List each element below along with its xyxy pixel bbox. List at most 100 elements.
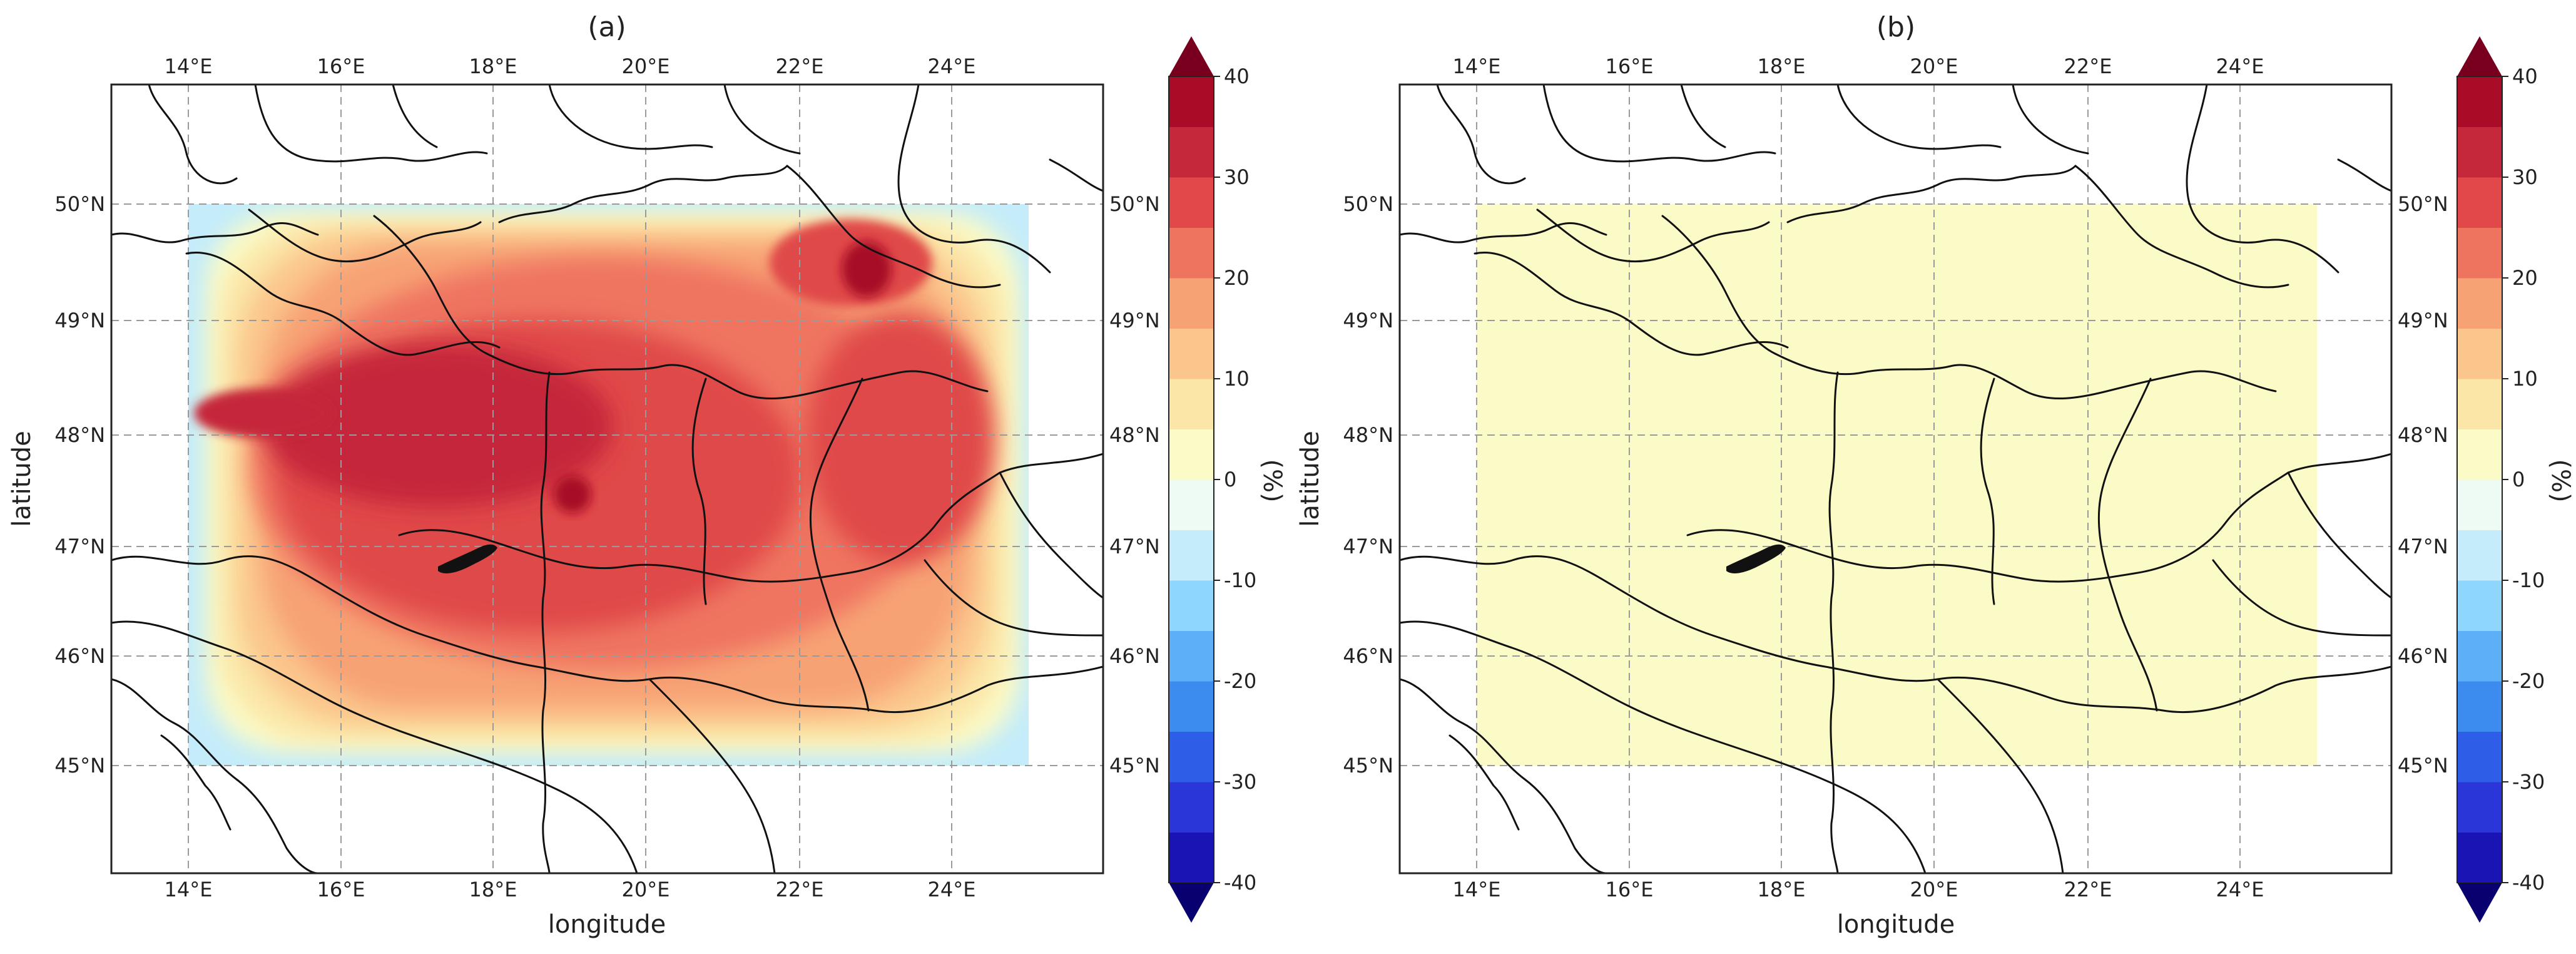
panel-a: (a) — [8, 11, 1286, 939]
colorbar-b: -40 -30 -20 -10 0 10 20 30 40 — [2456, 36, 2545, 923]
lat-tick: 49°N — [1343, 309, 1393, 332]
panel-a-title: (a) — [588, 11, 626, 43]
colorbar-tick-label: -10 — [1224, 568, 1256, 592]
lat-tick: 50°N — [1343, 192, 1393, 216]
colorbar-band — [1169, 480, 1214, 530]
lon-tick: 16°E — [1606, 878, 1654, 901]
lat-tick: 50°N — [1109, 192, 1160, 216]
lat-tick: 46°N — [54, 644, 105, 668]
lat-tick: 46°N — [2398, 644, 2448, 668]
lat-ticks-left-b: 45°N 46°N 47°N 48°N 49°N 50°N — [1343, 192, 1393, 777]
lon-tick: 20°E — [1910, 878, 1958, 901]
y-axis-label-a: latitude — [8, 431, 36, 526]
lat-tick: 47°N — [1109, 535, 1160, 558]
lat-tick: 45°N — [2398, 754, 2448, 777]
panel-b-title: (b) — [1876, 11, 1915, 43]
colorbar-tick-label: 0 — [2512, 468, 2525, 491]
colorbar-tick-label: 10 — [1224, 367, 1250, 391]
lon-ticks-bottom-b: 14°E 16°E 18°E 20°E 22°E 24°E — [1453, 878, 2264, 901]
map-frame-a — [110, 83, 1104, 874]
lat-tick: 50°N — [54, 192, 105, 216]
colorbar-band — [1169, 328, 1214, 379]
colorbar-tick-label: -40 — [1224, 871, 1256, 895]
colorbar-tick-label: 0 — [1224, 468, 1236, 491]
lat-ticks-right-b: 45°N 46°N 47°N 48°N 49°N 50°N — [2398, 192, 2448, 777]
y-axis-label-b: latitude — [1296, 431, 1325, 526]
colorbar-band — [1169, 731, 1214, 782]
colorbar-unit-a: (%) — [1258, 459, 1286, 502]
lat-tick: 45°N — [1343, 754, 1393, 777]
colorbar-band — [2457, 379, 2502, 429]
lat-tick: 47°N — [2398, 535, 2448, 558]
lon-tick: 24°E — [2216, 878, 2264, 901]
lon-tick: 24°E — [928, 54, 976, 78]
colorbar-band — [1169, 429, 1214, 480]
lon-tick: 14°E — [165, 54, 213, 78]
lat-tick: 48°N — [2398, 423, 2448, 447]
colorbar-a: -40 -30 -20 -10 0 10 20 30 40 — [1168, 36, 1256, 923]
grid-b — [1400, 85, 2391, 873]
lat-tick: 48°N — [1109, 423, 1160, 447]
lon-tick: 18°E — [1758, 878, 1806, 901]
colorbar-band — [2457, 429, 2502, 480]
colorbar-tick-label: -20 — [1224, 669, 1256, 693]
lat-tick: 46°N — [1343, 644, 1393, 668]
colorbar-extend-max — [2457, 36, 2502, 76]
lat-tick: 48°N — [1343, 423, 1393, 447]
lon-tick: 14°E — [165, 878, 213, 901]
panel-b: (b) 14°E 16°E 18°E 2 — [1296, 11, 2575, 939]
lake-balaton-a — [438, 544, 497, 573]
lon-tick: 22°E — [2064, 878, 2112, 901]
lon-tick: 18°E — [469, 54, 517, 78]
colorbar-tick-label: 40 — [1224, 64, 1250, 88]
lon-tick: 16°E — [317, 878, 365, 901]
colorbar-band — [1169, 126, 1214, 178]
lon-tick: 20°E — [622, 878, 670, 901]
colorbar-extend-min — [1169, 883, 1214, 923]
field-a — [188, 204, 1029, 766]
lat-tick: 50°N — [2398, 192, 2448, 216]
grid-a — [111, 85, 1103, 873]
x-axis-label-a: longitude — [548, 910, 666, 939]
lon-tick: 16°E — [317, 54, 365, 78]
colorbar-band — [2457, 530, 2502, 581]
colorbar-tick-label: 30 — [1224, 165, 1250, 189]
colorbar-extend-max — [1169, 36, 1214, 76]
colorbar-band — [2457, 76, 2502, 127]
colorbar-tick-label: -40 — [2512, 871, 2545, 895]
colorbar-band — [1169, 278, 1214, 329]
colorbar-band — [1169, 76, 1214, 127]
lon-tick: 24°E — [928, 878, 976, 901]
colorbar-band — [1169, 177, 1214, 228]
colorbar-band — [1169, 630, 1214, 682]
colorbar-extend-min — [2457, 883, 2502, 923]
lat-ticks-left-a: 45°N 46°N 47°N 48°N 49°N 50°N — [54, 192, 105, 777]
lat-tick: 49°N — [54, 309, 105, 332]
lon-tick: 14°E — [1453, 54, 1501, 78]
colorbar-band — [2457, 832, 2502, 883]
colorbar-band — [2457, 177, 2502, 228]
x-axis-label-b: longitude — [1837, 910, 1955, 939]
colorbar-band — [2457, 580, 2502, 631]
colorbar-band — [2457, 731, 2502, 782]
lat-tick: 47°N — [54, 535, 105, 558]
colorbar-band — [1169, 580, 1214, 631]
lon-tick: 18°E — [469, 878, 517, 901]
colorbar-band — [2457, 480, 2502, 530]
lat-tick: 49°N — [2398, 309, 2448, 332]
lat-ticks-right-a: 45°N 46°N 47°N 48°N 49°N 50°N — [1109, 192, 1160, 777]
map-frame-b — [1398, 83, 2393, 874]
colorbar-band — [1169, 782, 1214, 833]
lon-tick: 22°E — [2064, 54, 2112, 78]
borders-b — [1400, 85, 2391, 873]
colorbar-band — [1169, 227, 1214, 279]
lon-ticks-bottom-a: 14°E 16°E 18°E 20°E 22°E 24°E — [165, 878, 976, 901]
colorbar-tick-label: 10 — [2512, 367, 2538, 391]
lake-balaton-b — [1726, 544, 1786, 573]
lon-tick: 20°E — [1910, 54, 1958, 78]
colorbar-band — [2457, 681, 2502, 732]
lon-tick: 20°E — [622, 54, 670, 78]
lon-ticks-top-a: 14°E 16°E 18°E 20°E 22°E 24°E — [165, 54, 976, 78]
colorbar-tick-label: 30 — [2512, 165, 2538, 189]
colorbar-band — [2457, 328, 2502, 379]
